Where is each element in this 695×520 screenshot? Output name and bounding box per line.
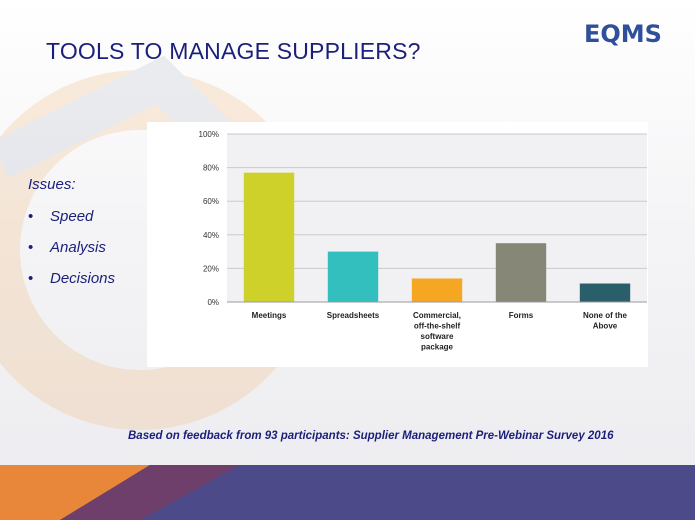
x-tick-label: Commercial, off-the-shelf software package <box>413 311 461 352</box>
bar <box>327 251 379 302</box>
logo-text: EQMS <box>584 20 662 48</box>
bottom-band <box>0 465 695 520</box>
survey-footnote: Based on feedback from 93 participants: … <box>128 430 614 442</box>
x-tick-label-line: Spreadsheets <box>327 311 380 320</box>
y-tick-label: 60% <box>203 197 219 206</box>
x-tick-label-line: off-the-shelf <box>414 322 461 331</box>
bar <box>495 243 547 302</box>
x-tick-label: None of the Above <box>583 311 628 331</box>
bar-chart: 0% 20% 40% 60% 80% 100% Meetings Spreadsheets Co… <box>199 130 647 352</box>
x-tick-label-line: package <box>421 343 454 352</box>
x-tick-label-line: None of the <box>583 311 628 320</box>
x-tick-label: Spreadsheets <box>327 311 380 320</box>
x-tick-label: Meetings <box>252 311 287 320</box>
x-tick-label: Forms <box>509 311 534 320</box>
bar <box>243 172 295 302</box>
y-tick-label: 20% <box>203 264 219 273</box>
band-orange <box>0 465 150 520</box>
band-dark <box>60 465 240 520</box>
plot-area <box>227 134 647 302</box>
y-tick-label: 40% <box>203 231 219 240</box>
bullet-icon: • <box>28 239 34 256</box>
x-tick-label-line: Meetings <box>252 311 287 320</box>
issues-heading: Issues: <box>28 176 76 193</box>
bar <box>411 278 463 302</box>
y-tick-label: 80% <box>203 164 219 173</box>
x-tick-label-line: Forms <box>509 311 534 320</box>
issue-item-speed: • Speed <box>28 208 115 239</box>
x-tick-label-line: Above <box>593 322 618 331</box>
x-tick-label-line: software <box>421 332 454 341</box>
slide-title: TOOLS TO MANAGE SUPPLIERS? <box>46 38 421 64</box>
bullet-icon: • <box>28 208 34 225</box>
bar <box>579 283 631 302</box>
issues-list: Issues: • Speed • Analysis • Decisions <box>28 176 115 301</box>
chart-panel: 0% 20% 40% 60% 80% 100% Meetings Spreadsheets Co… <box>147 122 648 367</box>
y-tick-label: 0% <box>207 298 219 307</box>
bullet-icon: • <box>28 270 34 287</box>
issue-item-analysis: • Analysis <box>28 239 115 270</box>
eqms-logo: EQMS <box>584 18 676 50</box>
x-tick-label-line: Commercial, <box>413 311 461 320</box>
issue-label: Decisions <box>50 270 116 287</box>
y-tick-label: 100% <box>199 130 219 139</box>
issue-item-decisions: • Decisions <box>28 270 115 301</box>
issue-label: Speed <box>50 208 94 225</box>
issue-label: Analysis <box>50 239 106 256</box>
